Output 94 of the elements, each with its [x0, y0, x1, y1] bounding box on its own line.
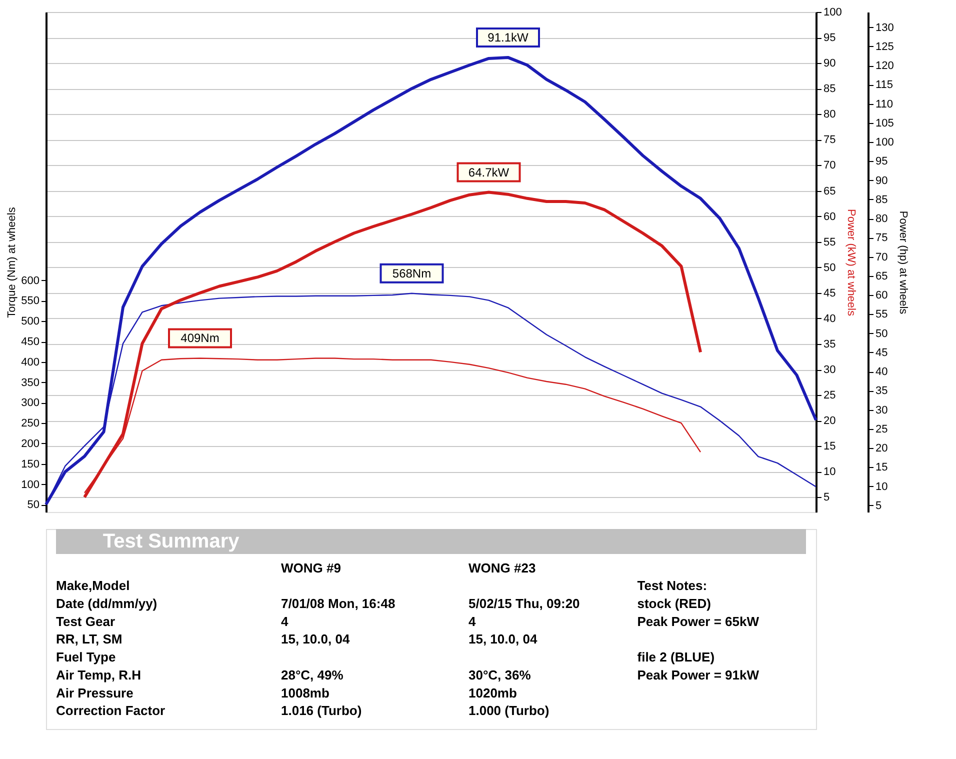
y2-tick-label: 90 [876, 174, 888, 187]
y3-tick-label: 85 [824, 83, 836, 96]
y2-tick-label: 55 [876, 308, 888, 321]
y2-tick-label: 120 [876, 60, 894, 72]
y-tick-label: 250 [21, 418, 40, 430]
text: 4 [468, 614, 476, 629]
y2-tick-label: 50 [876, 328, 888, 340]
y-tick-label: 100 [21, 478, 40, 491]
y-tick-label: 450 [21, 336, 40, 348]
y3-tick-label: 65 [824, 185, 836, 198]
y2-tick-label: 20 [876, 442, 888, 455]
y3-tick-label: 15 [824, 440, 836, 453]
y2-tick-label: 75 [876, 232, 888, 244]
text: 15, 10.0, 04 [281, 632, 350, 647]
y-tick-label: 150 [21, 458, 40, 470]
y3-tick-label: 70 [824, 160, 836, 172]
annotation: 409Nm [180, 331, 220, 346]
y3-tick-label: 50 [824, 262, 836, 274]
y3-tick-label: 90 [824, 58, 836, 70]
y2-tick-label: 125 [876, 40, 894, 53]
y-axis-title: Torque (Nm) at wheels [6, 206, 18, 318]
y2-tick-label: 15 [876, 462, 888, 474]
y3-tick-label: 95 [824, 32, 836, 44]
y3-tick-label: 45 [824, 287, 836, 300]
text: Fuel Type [56, 650, 116, 665]
y2-tick-label: 130 [876, 22, 894, 34]
y2-tick-label: 60 [876, 290, 888, 302]
text: Air Temp, R.H [56, 667, 141, 682]
y2-tick-label: 45 [876, 346, 888, 359]
text: RR, LT, SM [56, 632, 122, 647]
text: 28°C, 49% [281, 667, 344, 682]
y2-tick-label: 100 [876, 136, 894, 149]
y-tick-label: 300 [21, 397, 40, 410]
y2-tick-label: 110 [876, 98, 894, 110]
text: Peak Power = 65kW [637, 614, 760, 629]
y2-axis-title: Power (hp) at wheels [896, 210, 909, 315]
y2-tick-label: 85 [876, 194, 888, 206]
y2-tick-label: 10 [876, 480, 888, 493]
y2-tick-label: 115 [876, 79, 894, 92]
y-tick-label: 50 [27, 499, 40, 512]
text: 1008mb [281, 685, 330, 700]
y2-tick-label: 95 [876, 156, 888, 168]
y2-tick-label: 25 [876, 423, 888, 436]
y2-tick-label: 30 [876, 404, 888, 416]
annotation: 91.1kW [488, 30, 530, 44]
y-tick-label: 500 [21, 316, 40, 328]
text: Peak Power = 91kW [637, 667, 760, 682]
y3-tick-label: 35 [824, 338, 836, 350]
y3-axis-title: Power (kW) at wheels [844, 209, 857, 316]
y3-tick-label: 10 [824, 466, 836, 478]
y3-tick-label: 30 [824, 364, 836, 376]
line-series [83, 190, 702, 499]
text: Make,Model [56, 578, 130, 594]
text: Air Pressure [56, 685, 134, 700]
text: file 2 (BLUE) [637, 650, 715, 665]
text: Correction Factor [56, 703, 166, 718]
text: 1.016 (Turbo) [281, 703, 362, 718]
text: Test Summary [102, 530, 240, 552]
y-tick-label: 550 [21, 295, 40, 308]
annotation: 568Nm [392, 266, 432, 280]
y3-tick-label: 20 [824, 415, 836, 428]
y2-tick-label: 65 [876, 270, 888, 282]
text: WONG #23 [468, 560, 536, 576]
text: 5/02/15 Thu, 09:20 [468, 596, 580, 611]
text: WONG #9 [281, 560, 341, 576]
y2-tick-label: 5 [876, 500, 882, 512]
y-tick-label: 400 [21, 356, 40, 368]
text: 1.000 (Turbo) [468, 703, 550, 718]
y2-tick-label: 80 [876, 213, 888, 226]
y3-tick-label: 40 [824, 312, 836, 325]
y3-tick-label: 25 [824, 390, 836, 402]
y2-tick-label: 70 [876, 251, 888, 264]
y2-tick-label: 35 [876, 385, 888, 398]
y3-tick-label: 60 [824, 210, 836, 223]
text: 1020mb [468, 685, 517, 700]
y-tick-label: 600 [21, 274, 40, 287]
text: 15, 10.0, 04 [468, 632, 538, 647]
text: stock (RED) [637, 596, 711, 611]
text: Test Notes: [637, 578, 708, 594]
y3-tick-label: 55 [824, 236, 836, 248]
y2-tick-label: 105 [876, 117, 894, 130]
text: Date (dd/mm/yy) [56, 596, 158, 611]
y3-tick-label: 100 [824, 6, 842, 18]
y-tick-label: 200 [21, 438, 40, 450]
y3-tick-label: 75 [824, 134, 836, 146]
y3-tick-label: 80 [824, 108, 836, 121]
y-tick-label: 350 [21, 376, 40, 389]
text: 7/01/08 Mon, 16:48 [281, 596, 396, 611]
text: Test Gear [56, 614, 116, 629]
y3-tick-label: 5 [824, 492, 830, 504]
y2-tick-label: 40 [876, 366, 888, 378]
text: 4 [281, 614, 289, 629]
annotation: 64.7kW [468, 165, 510, 180]
text: 30°C, 36% [468, 667, 532, 682]
